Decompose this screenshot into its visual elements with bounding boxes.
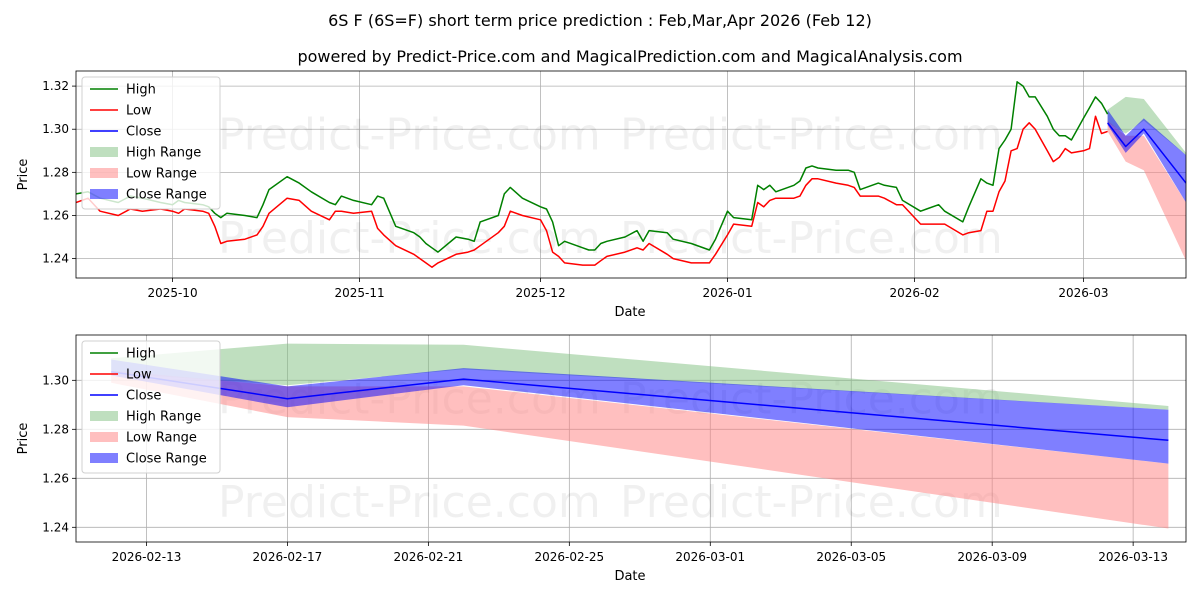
legend-label-high-range: High Range — [126, 410, 201, 425]
close-range-band — [1107, 109, 1186, 203]
x-tick-label: 2025-11 — [334, 286, 384, 300]
low-series-line — [76, 115, 1108, 268]
legend-swatch-low-range — [90, 432, 118, 442]
y-tick-label: 1.24 — [42, 252, 69, 266]
x-tick-label: 2026-02 — [889, 286, 939, 300]
x-tick-label: 2026-02-17 — [253, 550, 323, 564]
legend-swatch-low-range — [90, 168, 118, 178]
legend-swatch-close-range — [90, 453, 118, 463]
high-range-band — [111, 343, 1169, 410]
chart-title: 6S F (6S=F) short term price prediction … — [328, 11, 872, 30]
y-tick-label: 1.30 — [42, 373, 69, 387]
close-series-line — [1107, 122, 1186, 184]
chart-subtitle: powered by Predict-Price.com and Magical… — [297, 47, 962, 66]
x-tick-label: 2026-03-13 — [1098, 550, 1168, 564]
legend-swatch-close-range — [90, 189, 118, 199]
x-tick-label: 2026-03-05 — [816, 550, 886, 564]
close-range-band — [111, 359, 1169, 464]
legend-label-low: Low — [126, 368, 152, 383]
watermark-text: Predict-Price.com — [218, 477, 601, 528]
plot-area — [76, 81, 1186, 268]
x-axis-label: Date — [614, 569, 645, 584]
x-tick-label: 2026-02-13 — [112, 550, 182, 564]
legend-label-close: Close — [126, 389, 161, 404]
legend: High Low Close High Range Low Range Close Ran… — [81, 340, 221, 474]
watermark-text: Predict-Price.com — [218, 213, 601, 264]
x-tick-label: 2026-03-09 — [957, 550, 1027, 564]
y-tick-label: 1.26 — [42, 208, 69, 222]
legend-label-high: High — [126, 83, 156, 98]
legend-label-close: Close — [126, 125, 161, 140]
legend-label-low-range: Low Range — [126, 167, 197, 182]
y-tick-label: 1.26 — [42, 471, 69, 485]
x-tick-label: 2026-01 — [702, 286, 752, 300]
watermark-text: Predict-Price.com — [620, 110, 1003, 161]
legend-swatch-high-range — [90, 411, 118, 421]
high-series-line — [76, 81, 1109, 253]
legend-label-high-range: High Range — [126, 146, 201, 161]
x-tick-label: 2026-02-21 — [394, 550, 464, 564]
x-axis-label: Date — [614, 305, 645, 320]
axes-frame — [75, 334, 1187, 543]
axes-frame — [75, 70, 1187, 279]
y-tick-label: 1.32 — [42, 79, 69, 93]
legend: High Low Close High Range Low Range Close Ran… — [81, 76, 221, 210]
low-range-band — [1107, 120, 1186, 261]
legend-label-close-range: Close Range — [126, 452, 207, 467]
bottom-chart-panel: Predict-Price.comPredict-Price.comPredic… — [16, 334, 1187, 584]
legend-label-high: High — [126, 347, 156, 362]
x-tick-label: 2025-12 — [515, 286, 565, 300]
watermark-text: Predict-Price.com — [620, 213, 1003, 264]
top-chart-panel: Predict-Price.com Predict-Price.com Predic… — [16, 70, 1187, 320]
x-tick-label: 2026-02-25 — [534, 550, 604, 564]
legend-label-low: Low — [126, 104, 152, 119]
y-axis-label: Price — [16, 423, 31, 455]
legend-label-low-range: Low Range — [126, 431, 197, 446]
legend-label-close-range: Close Range — [126, 188, 207, 203]
y-tick-label: 1.24 — [42, 520, 69, 534]
y-tick-label: 1.30 — [42, 122, 69, 136]
grid-lines — [76, 71, 1186, 278]
watermark-text: Predict-Price.com — [218, 110, 601, 161]
x-tick-label: 2026-03 — [1058, 286, 1108, 300]
high-range-band — [1107, 96, 1186, 156]
low-range-band — [111, 370, 1169, 529]
x-tick-label: 2025-10 — [147, 286, 197, 300]
y-tick-label: 1.28 — [42, 422, 69, 436]
watermark-group: Predict-Price.com Predict-Price.com Predic… — [218, 110, 1003, 265]
x-tick-label: 2026-03-01 — [675, 550, 745, 564]
legend-swatch-high-range — [90, 147, 118, 157]
y-axis-label: Price — [16, 159, 31, 191]
y-tick-label: 1.28 — [42, 165, 69, 179]
